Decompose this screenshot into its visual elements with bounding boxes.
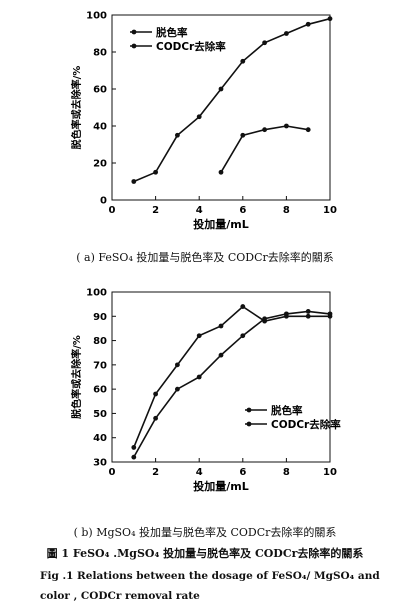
y-tick-label: 30 [93, 458, 107, 469]
x-tick-label: 8 [283, 205, 290, 216]
y-tick-label: 60 [93, 85, 107, 96]
data-point [240, 58, 246, 64]
legend-label: CODCr去除率 [156, 40, 226, 53]
x-tick-label: 10 [323, 205, 337, 216]
data-point [262, 127, 267, 133]
data-point [131, 179, 137, 184]
data-point [175, 132, 180, 138]
data-point [262, 316, 267, 322]
legend-label: 脱色率 [271, 404, 303, 417]
series-line-0 [133, 305, 330, 448]
y-axis-label: 脱色率或去除率/% [70, 335, 83, 419]
plot-frame [111, 291, 331, 463]
y-tick-label: 100 [86, 11, 107, 22]
y-tick-label: 70 [93, 360, 107, 371]
series-line-0 [133, 17, 331, 183]
data-point [327, 311, 333, 317]
y-tick-label: 80 [93, 48, 107, 59]
data-point [153, 415, 159, 421]
data-point [284, 31, 289, 36]
data-point [284, 123, 289, 129]
x-tick-label: 4 [196, 467, 203, 478]
x-tick-label: 6 [239, 467, 246, 478]
data-point [131, 454, 137, 460]
y-axis-label: 脱色率或去除率/% [70, 66, 83, 150]
data-point [240, 132, 246, 138]
x-tick-label: 2 [152, 467, 159, 478]
x-tick-label: 4 [196, 205, 203, 216]
x-axis-label: 投加量/mL [193, 479, 249, 493]
data-point [240, 333, 246, 339]
panel-b: 0 2 4 6 8 10 30 40 50 60 70 80 90 100 投加量/mL 脱色率或去除率/% 脱… [70, 288, 341, 494]
y-tick-label: 20 [93, 159, 107, 170]
legend-marker [131, 43, 137, 49]
series-line-1 [220, 125, 309, 173]
data-point [175, 386, 180, 392]
data-point [153, 169, 159, 175]
figure-title: 圖 1 FeSO₄ .MgSO₄ 投加量与脱色率及 CODCr去除率的關系 [46, 547, 364, 560]
y-tick-label: 90 [93, 312, 107, 323]
data-point [175, 362, 180, 368]
data-point [153, 391, 159, 397]
y-tick-label: 60 [93, 385, 107, 396]
legend-marker [131, 29, 137, 35]
data-point [327, 16, 333, 22]
data-point [218, 86, 224, 92]
y-tick-label: 80 [93, 336, 107, 347]
x-tick-label: 2 [152, 205, 159, 216]
series-line-1 [133, 310, 331, 458]
x-tick-label: 6 [239, 205, 246, 216]
y-tick-label: 40 [93, 122, 107, 133]
figure-title-en-2: color , CODCr removal rate [40, 590, 200, 602]
data-point [196, 374, 202, 380]
data-point [131, 445, 137, 450]
data-point [218, 352, 224, 358]
data-point [196, 333, 202, 339]
data-point [240, 304, 246, 309]
x-tick-label: 8 [283, 467, 290, 478]
data-point [218, 323, 224, 329]
data-point [305, 21, 311, 27]
x-tick-label: 10 [323, 467, 337, 478]
data-point [262, 40, 267, 46]
y-tick-label: 100 [86, 288, 107, 299]
legend-label: 脱色率 [156, 26, 188, 39]
data-point [305, 127, 311, 133]
plot-frame [111, 14, 331, 201]
panel-a: 0 2 4 6 8 10020406080100投加量/mL脱色率或去除率/%脱色率COD… [70, 11, 337, 232]
y-tick-label: 40 [93, 433, 107, 444]
data-point [196, 114, 202, 120]
x-axis-label: 投加量/mL [193, 217, 249, 231]
figure-title-en-1: Fig .1 Relations between the dosage of F… [40, 570, 380, 582]
x-tick-label: 0 [109, 467, 116, 478]
y-tick-label: 0 [100, 196, 107, 207]
y-tick-label: 50 [93, 409, 107, 420]
caption-b: ( b) MgSO₄ 投加量与脱色率及 CODCr去除率的關系 [73, 526, 337, 539]
data-point [284, 311, 289, 317]
caption-a: ( a) FeSO₄ 投加量与脱色率及 CODCr去除率的關系 [76, 251, 334, 264]
legend-marker [246, 407, 252, 413]
x-tick-label: 0 [109, 205, 116, 216]
data-point [218, 169, 224, 175]
legend-marker [246, 421, 252, 427]
legend-label: CODCr去除率 [271, 418, 341, 431]
data-point [305, 309, 311, 314]
data-point [305, 313, 311, 319]
